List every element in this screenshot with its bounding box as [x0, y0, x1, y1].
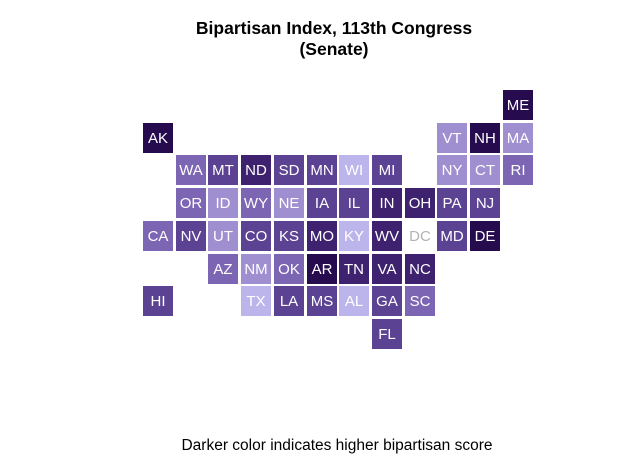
- state-tile-de: DE: [470, 221, 500, 251]
- state-tile-nh: NH: [470, 123, 500, 153]
- state-tile-or: OR: [176, 188, 206, 218]
- state-tile-wa: WA: [176, 155, 206, 185]
- state-tile-ky: KY: [339, 221, 369, 251]
- state-tile-ok: OK: [274, 254, 304, 284]
- state-tile-tn: TN: [339, 254, 369, 284]
- state-tile-ak: AK: [143, 123, 173, 153]
- state-tile-fl: FL: [372, 319, 402, 349]
- state-tile-me: ME: [503, 90, 533, 120]
- state-tile-oh: OH: [405, 188, 435, 218]
- state-tile-ia: IA: [307, 188, 337, 218]
- state-tile-ri: RI: [503, 155, 533, 185]
- state-tile-ma: MA: [503, 123, 533, 153]
- state-tile-ne: NE: [274, 188, 304, 218]
- state-tile-nm: NM: [241, 254, 271, 284]
- state-tile-wi: WI: [339, 155, 369, 185]
- map-caption: Darker color indicates higher bipartisan…: [181, 437, 493, 454]
- state-tile-ny: NY: [437, 155, 467, 185]
- state-tile-hi: HI: [143, 286, 173, 316]
- state-tile-pa: PA: [437, 188, 467, 218]
- state-tile-il: IL: [339, 188, 369, 218]
- state-tile-sd: SD: [274, 155, 304, 185]
- state-tile-in: IN: [372, 188, 402, 218]
- state-tile-mt: MT: [208, 155, 238, 185]
- state-tile-nc: NC: [405, 254, 435, 284]
- state-tile-co: CO: [241, 221, 271, 251]
- state-tile-ar: AR: [307, 254, 337, 284]
- state-tile-ca: CA: [143, 221, 173, 251]
- map-title-line1: Bipartisan Index, 113th Congress: [195, 18, 473, 38]
- state-tile-ks: KS: [274, 221, 304, 251]
- state-tile-mo: MO: [307, 221, 337, 251]
- state-tile-dc: DC: [405, 221, 435, 251]
- state-tile-ut: UT: [208, 221, 238, 251]
- state-tile-mi: MI: [372, 155, 402, 185]
- state-tile-ct: CT: [470, 155, 500, 185]
- state-tile-id: ID: [208, 188, 238, 218]
- state-tile-md: MD: [437, 221, 467, 251]
- state-tile-va: VA: [372, 254, 402, 284]
- state-tile-wv: WV: [372, 221, 402, 251]
- state-tile-tx: TX: [241, 286, 271, 316]
- state-tile-nj: NJ: [470, 188, 500, 218]
- state-tile-nd: ND: [241, 155, 271, 185]
- map-title-line2: (Senate): [299, 39, 369, 59]
- state-tile-vt: VT: [437, 123, 467, 153]
- map-title: Bipartisan Index, 113th Congress (Senate…: [0, 18, 636, 60]
- state-tile-mn: MN: [307, 155, 337, 185]
- state-tile-nv: NV: [176, 221, 206, 251]
- state-tile-ms: MS: [307, 286, 337, 316]
- state-tile-az: AZ: [208, 254, 238, 284]
- state-tile-al: AL: [339, 286, 369, 316]
- state-tile-la: LA: [274, 286, 304, 316]
- state-tile-ga: GA: [372, 286, 402, 316]
- state-tile-wy: WY: [241, 188, 271, 218]
- state-tile-sc: SC: [405, 286, 435, 316]
